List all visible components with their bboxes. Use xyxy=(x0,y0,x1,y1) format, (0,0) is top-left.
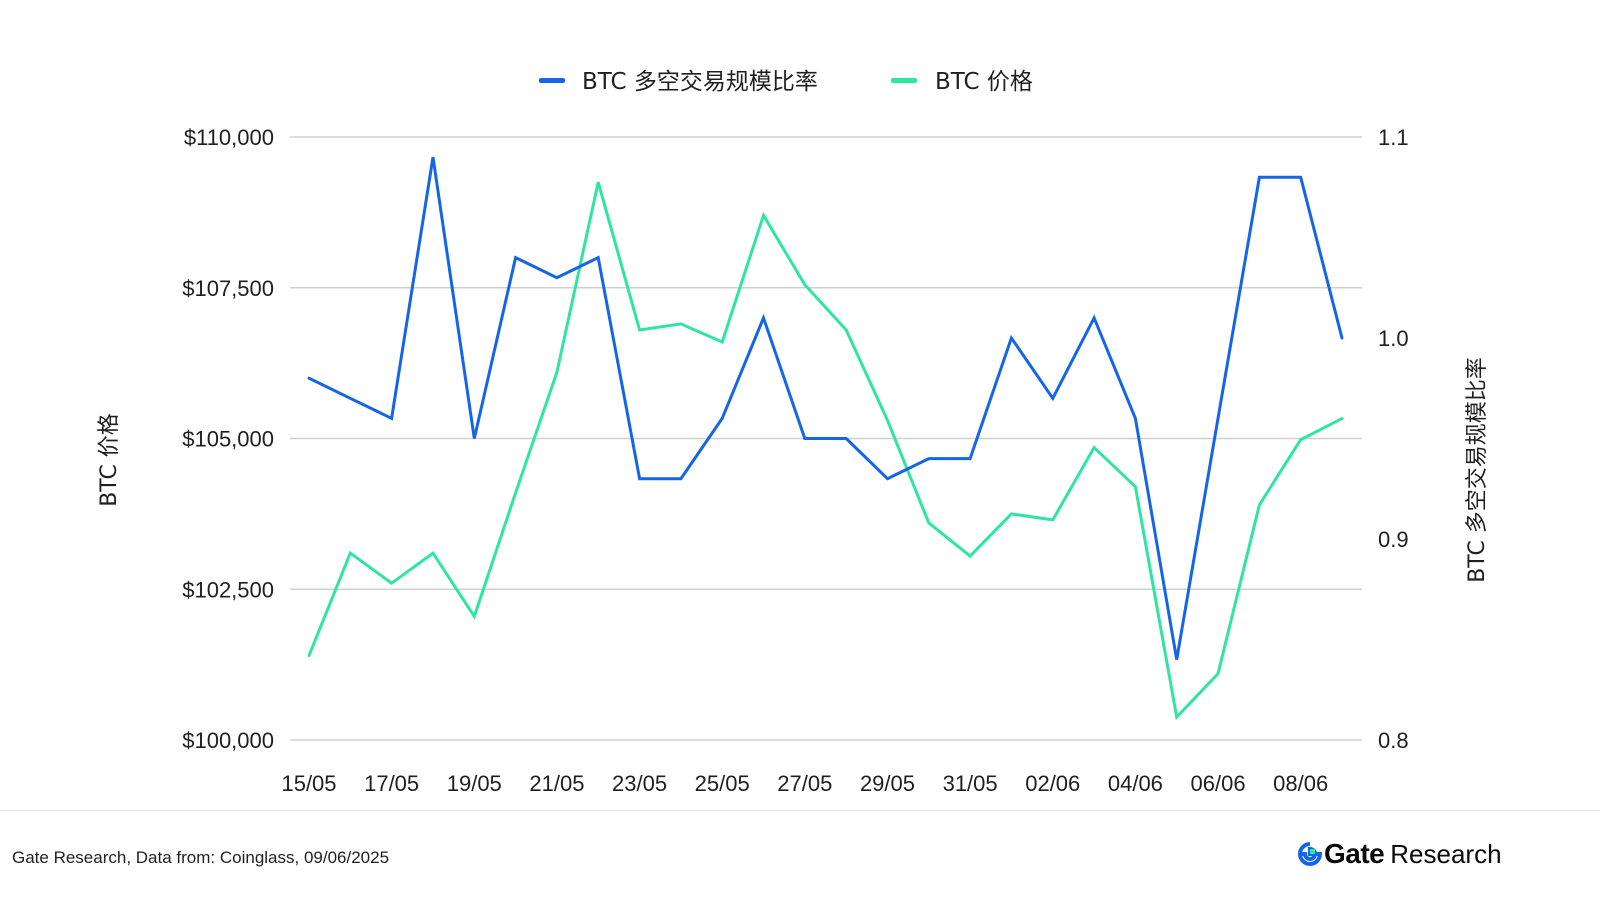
gate-research-logo: Gate Research xyxy=(1298,838,1502,870)
brand-suffix: Research xyxy=(1390,838,1502,869)
right-tick-label: 1.0 xyxy=(1378,326,1409,351)
series-lines xyxy=(307,156,1344,721)
right-tick-label: 1.1 xyxy=(1378,125,1409,150)
legend-label-price: BTC 价格 xyxy=(935,69,1033,95)
gate-logo-icon xyxy=(1298,842,1322,866)
left-axis-title: BTC 价格 xyxy=(97,413,122,507)
x-tick-label: 19/05 xyxy=(447,771,502,796)
left-axis-tick-labels: $100,000 $102,500 $105,000 $107,500 $110,000 xyxy=(182,125,274,753)
legend: BTC 多空交易规模比率 BTC 价格 xyxy=(539,69,1033,95)
left-tick-label: $102,500 xyxy=(182,577,274,602)
x-tick-label: 31/05 xyxy=(943,771,998,796)
footer-divider xyxy=(0,810,1600,811)
legend-swatch-ratio xyxy=(539,78,565,83)
x-tick-label: 04/06 xyxy=(1108,771,1163,796)
x-tick-label: 15/05 xyxy=(281,771,336,796)
left-tick-label: $105,000 xyxy=(182,427,274,452)
x-tick-label: 25/05 xyxy=(695,771,750,796)
x-tick-label: 29/05 xyxy=(860,771,915,796)
x-tick-label: 23/05 xyxy=(612,771,667,796)
legend-item-price: BTC 价格 xyxy=(891,69,1033,95)
x-tick-label: 27/05 xyxy=(777,771,832,796)
x-tick-label: 06/06 xyxy=(1191,771,1246,796)
legend-item-ratio: BTC 多空交易规模比率 xyxy=(539,69,818,95)
x-tick-label: 21/05 xyxy=(529,771,584,796)
left-tick-label: $107,500 xyxy=(182,276,274,301)
dual-axis-line-chart: $100,000 $102,500 $105,000 $107,500 $110,000… xyxy=(97,69,1490,796)
x-tick-label: 17/05 xyxy=(364,771,419,796)
right-axis-tick-labels: 0.8 0.9 1.0 1.1 xyxy=(1378,125,1409,753)
x-tick-label: 08/06 xyxy=(1273,771,1328,796)
brand-name: Gate xyxy=(1324,838,1385,869)
legend-swatch-price xyxy=(891,78,917,83)
legend-label-ratio: BTC 多空交易规模比率 xyxy=(582,69,818,95)
right-tick-label: 0.9 xyxy=(1378,527,1409,552)
left-tick-label: $110,000 xyxy=(184,125,274,150)
series-line-price xyxy=(307,181,1344,721)
x-axis-tick-labels: 15/05 17/05 19/05 21/05 23/05 25/05 27/05 29/05… xyxy=(281,771,1328,796)
series-line-ratio xyxy=(307,156,1344,660)
x-tick-label: 02/06 xyxy=(1025,771,1080,796)
left-tick-label: $100,000 xyxy=(182,728,274,753)
right-tick-label: 0.8 xyxy=(1378,728,1409,753)
right-axis-title: BTC 多空交易规模比率 xyxy=(1465,357,1490,583)
source-note: Gate Research, Data from: Coinglass, 09/… xyxy=(12,848,390,867)
